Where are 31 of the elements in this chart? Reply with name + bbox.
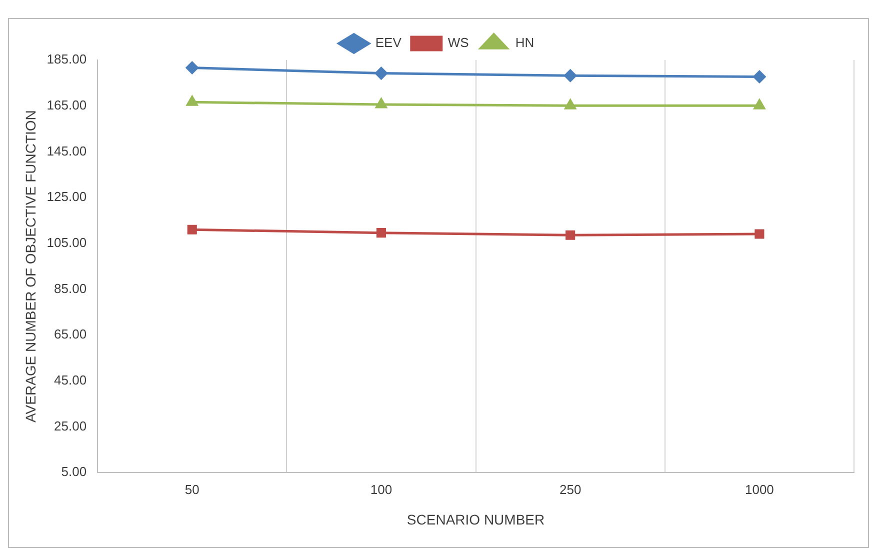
x-tick-label: 100 xyxy=(370,482,392,497)
x-axis-title: SCENARIO NUMBER xyxy=(406,511,545,528)
point xyxy=(564,69,577,82)
y-tick-label: 125.00 xyxy=(46,189,87,204)
point xyxy=(754,99,766,110)
point xyxy=(376,228,386,238)
point xyxy=(753,70,766,83)
point xyxy=(376,98,387,108)
y-tick-label: 165.00 xyxy=(46,97,87,112)
point xyxy=(186,96,198,106)
point xyxy=(754,229,764,239)
y-tick-label: 145.00 xyxy=(46,143,87,158)
y-axis-title: AVERAGE NUMBER OF OBJECTIVE FUNCTION xyxy=(22,110,38,423)
y-tick-label: 185.00 xyxy=(46,52,87,67)
y-tick-label: 85.00 xyxy=(54,280,87,296)
x-tick-label: 1000 xyxy=(744,482,774,497)
x-tick-label: 50 xyxy=(184,482,200,497)
y-tick-label: 5.00 xyxy=(61,464,87,480)
y-tick-label: 105.00 xyxy=(46,234,87,250)
point xyxy=(187,224,197,234)
y-tick-label: 45.00 xyxy=(54,372,87,388)
point xyxy=(566,230,576,240)
x-tick-label: 250 xyxy=(559,482,582,497)
point xyxy=(564,99,576,110)
y-tick-label: 25.00 xyxy=(54,418,87,434)
point xyxy=(374,67,388,80)
point xyxy=(186,62,198,74)
legend-label: WS xyxy=(448,35,470,50)
legend-label: HN xyxy=(515,35,534,50)
y-tick-label: 65.00 xyxy=(54,326,87,342)
legend-label: EEV xyxy=(375,35,402,50)
